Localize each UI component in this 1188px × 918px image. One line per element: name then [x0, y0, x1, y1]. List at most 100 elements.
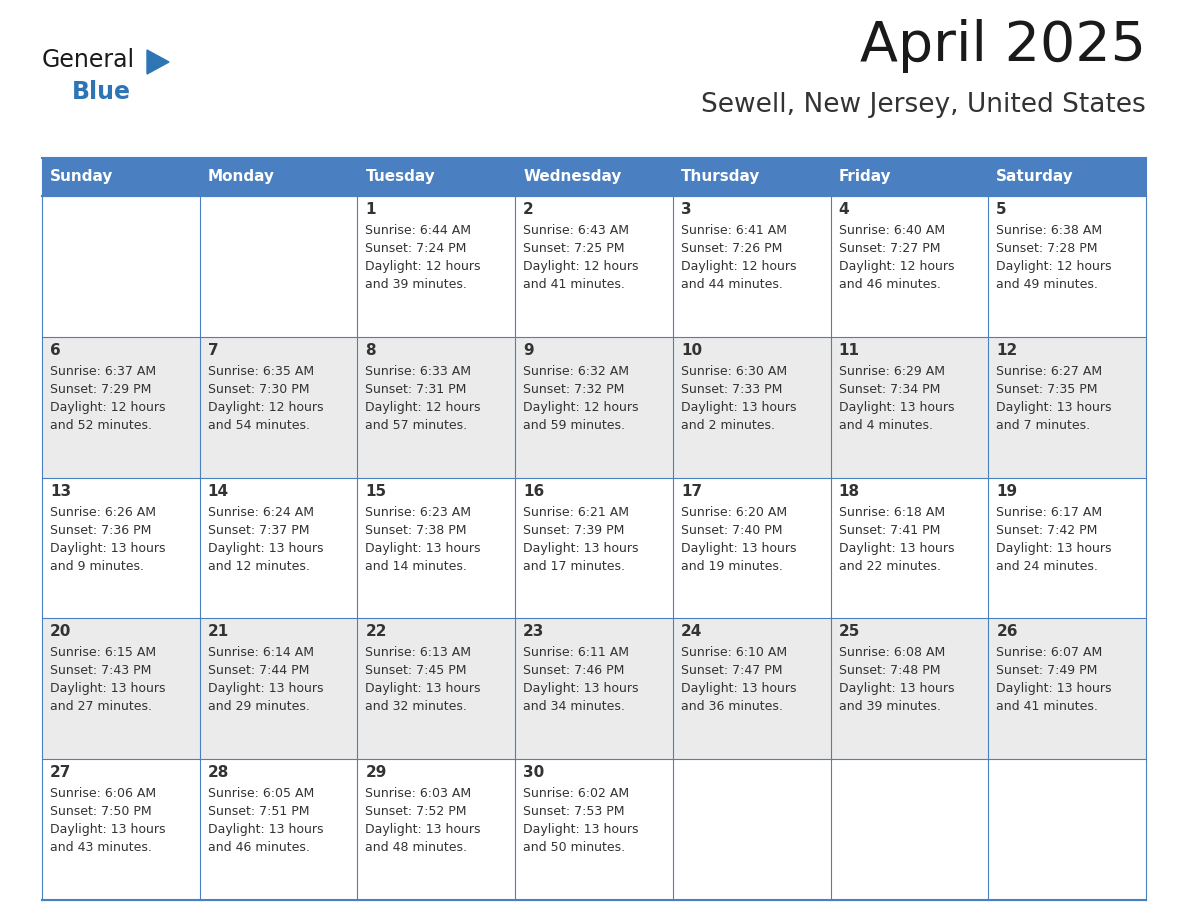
Text: Sunrise: 6:15 AM: Sunrise: 6:15 AM — [50, 646, 156, 659]
Text: Sunrise: 6:20 AM: Sunrise: 6:20 AM — [681, 506, 786, 519]
Text: Sunrise: 6:11 AM: Sunrise: 6:11 AM — [523, 646, 630, 659]
Text: and 57 minutes.: and 57 minutes. — [366, 419, 468, 431]
Text: and 59 minutes.: and 59 minutes. — [523, 419, 625, 431]
Text: Sunset: 7:49 PM: Sunset: 7:49 PM — [997, 665, 1098, 677]
Text: Daylight: 13 hours: Daylight: 13 hours — [208, 823, 323, 836]
Text: Daylight: 12 hours: Daylight: 12 hours — [523, 401, 639, 414]
Text: Daylight: 13 hours: Daylight: 13 hours — [997, 542, 1112, 554]
Text: 18: 18 — [839, 484, 860, 498]
Text: General: General — [42, 48, 135, 72]
Text: Daylight: 13 hours: Daylight: 13 hours — [208, 682, 323, 696]
Text: Daylight: 13 hours: Daylight: 13 hours — [681, 401, 796, 414]
Text: Sunset: 7:37 PM: Sunset: 7:37 PM — [208, 523, 309, 537]
Text: Sunset: 7:48 PM: Sunset: 7:48 PM — [839, 665, 940, 677]
Text: 28: 28 — [208, 766, 229, 780]
Text: Daylight: 13 hours: Daylight: 13 hours — [523, 682, 639, 696]
Text: Sunset: 7:30 PM: Sunset: 7:30 PM — [208, 383, 309, 396]
Bar — [42, 337, 1146, 477]
Text: Sunrise: 6:17 AM: Sunrise: 6:17 AM — [997, 506, 1102, 519]
Text: Daylight: 12 hours: Daylight: 12 hours — [366, 260, 481, 273]
Text: Sunrise: 6:05 AM: Sunrise: 6:05 AM — [208, 788, 314, 800]
Bar — [42, 196, 1146, 337]
Text: 5: 5 — [997, 202, 1007, 217]
Text: Monday: Monday — [208, 170, 274, 185]
Text: Sunset: 7:31 PM: Sunset: 7:31 PM — [366, 383, 467, 396]
Text: and 39 minutes.: and 39 minutes. — [366, 278, 467, 291]
Text: 10: 10 — [681, 342, 702, 358]
Text: and 17 minutes.: and 17 minutes. — [523, 560, 625, 573]
Text: 14: 14 — [208, 484, 229, 498]
Text: Sunset: 7:25 PM: Sunset: 7:25 PM — [523, 242, 625, 255]
Bar — [42, 759, 1146, 900]
Text: 30: 30 — [523, 766, 544, 780]
Text: Sunset: 7:43 PM: Sunset: 7:43 PM — [50, 665, 151, 677]
Text: 2: 2 — [523, 202, 533, 217]
Text: and 54 minutes.: and 54 minutes. — [208, 419, 310, 431]
Text: Sunrise: 6:38 AM: Sunrise: 6:38 AM — [997, 224, 1102, 237]
Text: 16: 16 — [523, 484, 544, 498]
Text: 4: 4 — [839, 202, 849, 217]
Text: Saturday: Saturday — [997, 170, 1074, 185]
Text: Sewell, New Jersey, United States: Sewell, New Jersey, United States — [701, 92, 1146, 118]
Text: Daylight: 13 hours: Daylight: 13 hours — [366, 823, 481, 836]
Text: Daylight: 13 hours: Daylight: 13 hours — [997, 682, 1112, 696]
Text: Sunset: 7:32 PM: Sunset: 7:32 PM — [523, 383, 625, 396]
Text: Sunrise: 6:08 AM: Sunrise: 6:08 AM — [839, 646, 944, 659]
Text: 22: 22 — [366, 624, 387, 640]
Text: and 34 minutes.: and 34 minutes. — [523, 700, 625, 713]
Text: Sunrise: 6:21 AM: Sunrise: 6:21 AM — [523, 506, 630, 519]
Text: Daylight: 13 hours: Daylight: 13 hours — [50, 823, 165, 836]
Text: and 44 minutes.: and 44 minutes. — [681, 278, 783, 291]
Text: Daylight: 12 hours: Daylight: 12 hours — [681, 260, 796, 273]
Text: 13: 13 — [50, 484, 71, 498]
Text: Daylight: 13 hours: Daylight: 13 hours — [50, 542, 165, 554]
Text: Daylight: 12 hours: Daylight: 12 hours — [50, 401, 165, 414]
Text: and 29 minutes.: and 29 minutes. — [208, 700, 310, 713]
Text: 19: 19 — [997, 484, 1017, 498]
Text: and 48 minutes.: and 48 minutes. — [366, 841, 467, 855]
Text: Sunset: 7:40 PM: Sunset: 7:40 PM — [681, 523, 783, 537]
Text: Sunset: 7:51 PM: Sunset: 7:51 PM — [208, 805, 309, 818]
Text: Daylight: 13 hours: Daylight: 13 hours — [50, 682, 165, 696]
Text: Sunset: 7:44 PM: Sunset: 7:44 PM — [208, 665, 309, 677]
Text: Sunset: 7:50 PM: Sunset: 7:50 PM — [50, 805, 152, 818]
Text: Sunset: 7:38 PM: Sunset: 7:38 PM — [366, 523, 467, 537]
Bar — [42, 477, 1146, 619]
Text: and 41 minutes.: and 41 minutes. — [523, 278, 625, 291]
Text: Sunset: 7:41 PM: Sunset: 7:41 PM — [839, 523, 940, 537]
Text: Daylight: 13 hours: Daylight: 13 hours — [681, 682, 796, 696]
Text: Sunset: 7:42 PM: Sunset: 7:42 PM — [997, 523, 1098, 537]
Text: Daylight: 13 hours: Daylight: 13 hours — [523, 823, 639, 836]
Text: Sunset: 7:29 PM: Sunset: 7:29 PM — [50, 383, 151, 396]
Text: Sunrise: 6:07 AM: Sunrise: 6:07 AM — [997, 646, 1102, 659]
Text: and 7 minutes.: and 7 minutes. — [997, 419, 1091, 431]
Bar — [42, 619, 1146, 759]
Text: Sunset: 7:33 PM: Sunset: 7:33 PM — [681, 383, 782, 396]
Text: and 49 minutes.: and 49 minutes. — [997, 278, 1098, 291]
Text: 24: 24 — [681, 624, 702, 640]
Text: 21: 21 — [208, 624, 229, 640]
Text: 27: 27 — [50, 766, 71, 780]
Text: and 46 minutes.: and 46 minutes. — [208, 841, 310, 855]
Text: Sunrise: 6:26 AM: Sunrise: 6:26 AM — [50, 506, 156, 519]
Text: 1: 1 — [366, 202, 375, 217]
Text: 17: 17 — [681, 484, 702, 498]
Text: Daylight: 12 hours: Daylight: 12 hours — [839, 260, 954, 273]
Text: Sunrise: 6:27 AM: Sunrise: 6:27 AM — [997, 364, 1102, 378]
Text: 3: 3 — [681, 202, 691, 217]
Text: Sunrise: 6:13 AM: Sunrise: 6:13 AM — [366, 646, 472, 659]
Text: and 32 minutes.: and 32 minutes. — [366, 700, 467, 713]
Text: Daylight: 13 hours: Daylight: 13 hours — [839, 542, 954, 554]
Text: Sunrise: 6:14 AM: Sunrise: 6:14 AM — [208, 646, 314, 659]
Text: and 27 minutes.: and 27 minutes. — [50, 700, 152, 713]
Text: Sunset: 7:35 PM: Sunset: 7:35 PM — [997, 383, 1098, 396]
Text: and 39 minutes.: and 39 minutes. — [839, 700, 941, 713]
Text: and 52 minutes.: and 52 minutes. — [50, 419, 152, 431]
Text: Sunrise: 6:02 AM: Sunrise: 6:02 AM — [523, 788, 630, 800]
Text: and 4 minutes.: and 4 minutes. — [839, 419, 933, 431]
Text: and 9 minutes.: and 9 minutes. — [50, 560, 144, 573]
Text: Sunset: 7:26 PM: Sunset: 7:26 PM — [681, 242, 782, 255]
Text: Sunrise: 6:32 AM: Sunrise: 6:32 AM — [523, 364, 630, 378]
Text: 29: 29 — [366, 766, 387, 780]
Text: 26: 26 — [997, 624, 1018, 640]
